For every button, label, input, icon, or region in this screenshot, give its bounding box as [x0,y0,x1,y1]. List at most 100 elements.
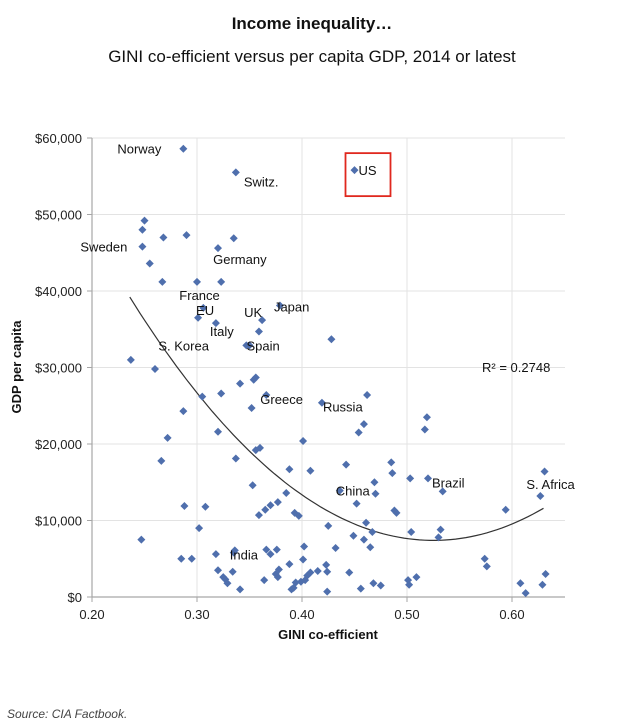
data-point [159,233,168,242]
data-point [214,244,222,253]
y-tick-label: $40,000 [35,284,82,299]
axes [87,137,565,602]
data-point [359,420,368,429]
data-point [407,527,416,536]
data-point [272,545,281,554]
data-point [313,566,322,575]
y-tick-label: $50,000 [35,208,82,223]
point-label: Italy [210,324,234,339]
data-point [424,474,432,483]
trendline [129,296,544,541]
data-point [179,144,188,153]
data-point [137,535,146,544]
data-point [195,524,204,533]
data-point [322,560,331,569]
data-point [194,313,203,322]
data-point [356,584,365,593]
data-point [299,436,308,445]
data-point [327,335,336,344]
data-point [306,466,315,475]
data-point [274,565,283,574]
data-point [140,216,149,225]
data-point [266,550,275,559]
y-axis-label: GDP per capita [9,320,24,414]
data-point [214,566,222,575]
data-point [349,531,358,540]
data-point [438,487,447,496]
data-point [262,545,271,554]
data-point [187,554,196,563]
data-point [214,427,222,436]
data-point [282,488,291,497]
data-point [236,379,245,388]
data-point [229,548,238,557]
data-point [163,433,172,442]
point-label: Germany [213,252,267,267]
data-points [126,144,550,598]
data-point [231,168,240,177]
data-point [193,277,201,286]
data-point [345,568,354,577]
data-point [158,277,167,286]
x-tick-label: 0.20 [79,607,104,622]
point-label: EU [196,303,214,318]
data-point [324,521,333,530]
data-point [388,469,397,478]
data-point [138,242,147,251]
tick-labels: $0 $10,000 $20,000 $30,000 $40,000 $50,000 $60… [35,131,525,622]
data-point [261,505,270,514]
data-point [179,407,188,416]
x-tick-label: 0.30 [184,607,209,622]
data-point [323,587,332,596]
data-point [182,231,191,240]
data-point [294,511,303,520]
point-label: Spain [247,338,280,353]
chart-title: Income inequality… [231,14,393,33]
y-tick-label: $60,000 [35,131,82,146]
data-point [273,573,282,582]
data-point [157,456,166,465]
us-highlight-box [344,152,392,198]
data-point [538,580,547,589]
data-point [258,316,267,325]
data-point [151,365,159,374]
data-point [363,391,372,400]
data-point [387,458,396,467]
chart-subtitle: GINI co-efficient versus per capita GDP,… [108,47,516,66]
data-point [420,425,429,434]
data-point [480,554,489,563]
data-point [366,543,375,552]
point-label: China [336,484,371,499]
data-point [266,501,275,510]
data-point [405,580,414,589]
point-label: Russia [323,400,364,415]
data-point [180,501,189,510]
data-point [211,550,220,559]
point-label: Japan [274,300,309,315]
data-point [260,576,269,585]
data-point [285,465,294,474]
data-point [229,234,238,243]
data-point [249,375,258,384]
data-point [371,489,380,498]
data-point [223,579,232,588]
data-point [482,562,491,571]
data-point [228,567,237,576]
data-point [370,478,379,487]
point-label: France [179,288,219,303]
data-point [145,259,154,268]
data-point [177,554,186,563]
y-tick-label: $30,000 [35,361,82,376]
data-point [331,544,340,553]
data-point [198,392,207,401]
data-point [335,486,344,495]
data-point [521,589,530,598]
data-point [536,492,545,501]
data-point [342,460,351,469]
data-point [247,404,256,413]
data-point [369,579,378,588]
source-note: Source: CIA Factbook. [7,707,128,721]
data-point [126,355,135,364]
data-point [541,570,550,579]
